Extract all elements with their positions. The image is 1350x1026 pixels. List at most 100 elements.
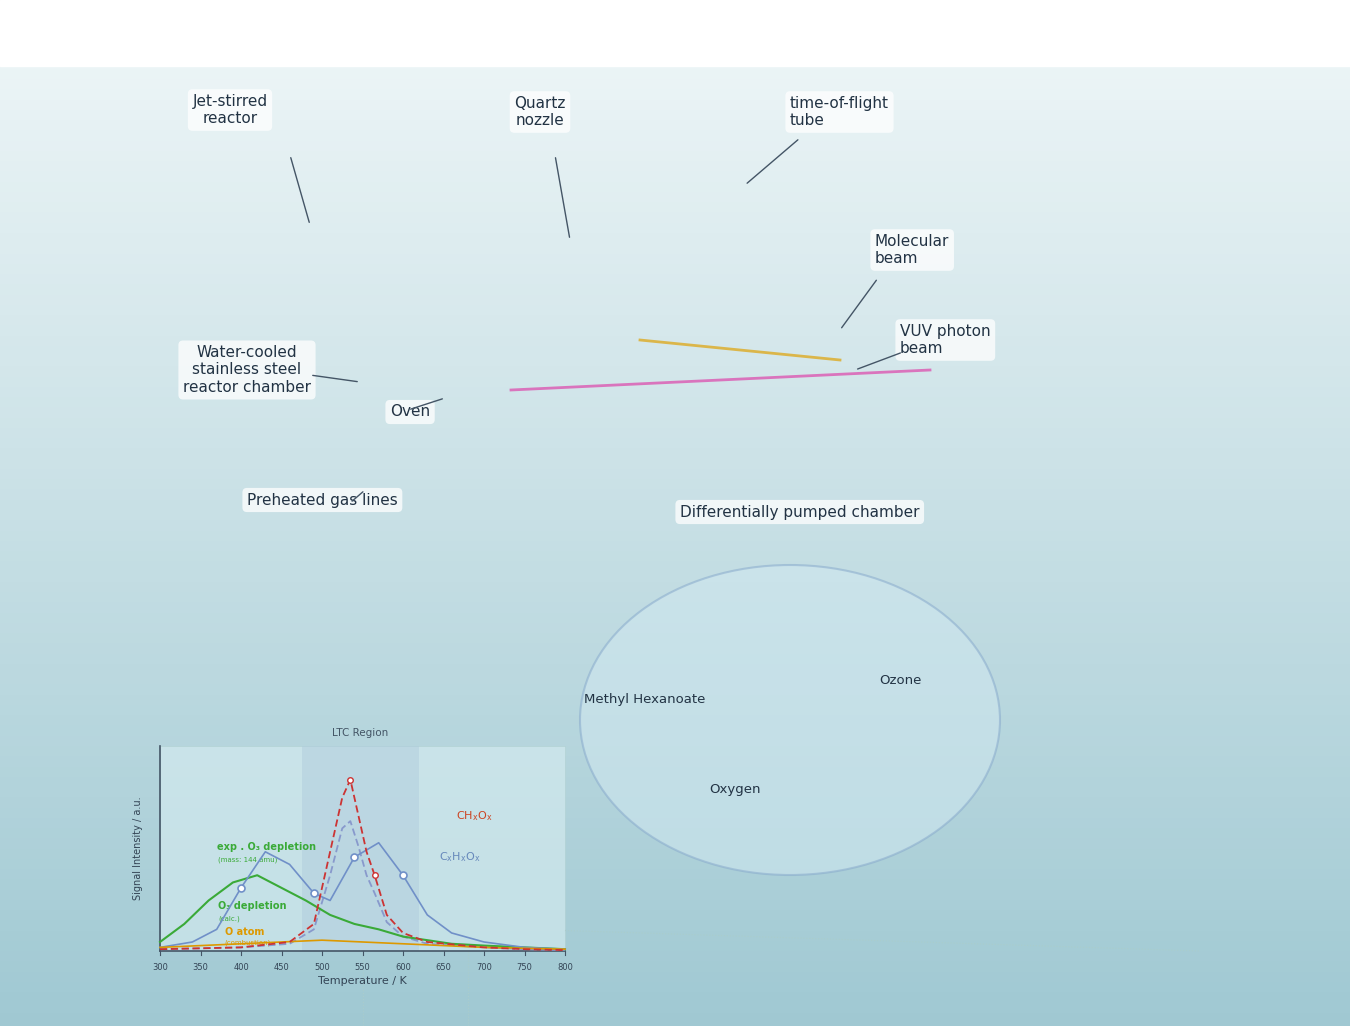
Bar (0, 367, 1350, 380)
Bar (0, 347, 1350, 359)
Bar (161, 746, 566, 951)
Bar (0, 193, 1350, 205)
Text: 650: 650 (436, 963, 451, 972)
Bar (0, 716, 1350, 728)
Bar (0, 90, 1350, 103)
Bar (0, 254, 1350, 267)
Bar (0, 439, 1350, 451)
Bar (0, 60, 1350, 72)
Bar (0, 696, 1350, 708)
Text: 350: 350 (193, 963, 208, 972)
Bar (0, 449, 1350, 462)
Text: 400: 400 (234, 963, 248, 972)
Bar (0, 1003, 1350, 1016)
Bar (0, 152, 1350, 164)
Bar (0, 460, 1350, 472)
Bar (0, 870, 1350, 882)
Text: (calc.): (calc.) (219, 915, 240, 922)
Bar (0, 829, 1350, 841)
Bar (0, 388, 1350, 400)
Bar (0, 419, 1350, 431)
Bar (0, 8, 1350, 21)
Text: 500: 500 (315, 963, 329, 972)
Bar (0, 265, 1350, 277)
Bar (0, 49, 1350, 62)
Bar (0, 183, 1350, 195)
Bar (0, 993, 1350, 1005)
Text: Preheated gas lines: Preheated gas lines (247, 492, 398, 508)
Bar (0, 18, 1350, 31)
Bar (0, 593, 1350, 605)
Text: 750: 750 (517, 963, 532, 972)
Bar (0, 285, 1350, 298)
Bar (0, 942, 1350, 954)
Text: $\mathregular{C_xH_xO_x}$: $\mathregular{C_xH_xO_x}$ (440, 851, 481, 864)
Bar (0, 429, 1350, 441)
Bar (0, 675, 1350, 687)
Bar (0, 295, 1350, 308)
Text: Differentially pumped chamber: Differentially pumped chamber (680, 505, 919, 519)
Text: Oven: Oven (390, 404, 431, 420)
Bar (0, 80, 1350, 92)
Bar (302, 746, 420, 951)
Bar (0, 747, 1350, 759)
Bar (0, 583, 1350, 595)
Bar (0, 378, 1350, 390)
Text: O atom: O atom (225, 928, 265, 938)
Bar (0, 234, 1350, 246)
Text: Temperature / K: Temperature / K (319, 976, 406, 986)
Text: $\mathregular{CH_xO_x}$: $\mathregular{CH_xO_x}$ (456, 808, 491, 823)
Bar (0, 952, 1350, 964)
Text: (mass: 144 amu): (mass: 144 amu) (219, 856, 278, 863)
Text: Jet-stirred
reactor: Jet-stirred reactor (193, 93, 267, 126)
Bar (0, 542, 1350, 554)
Bar (0, 203, 1350, 215)
Text: 450: 450 (274, 963, 289, 972)
Bar (0, 0, 1350, 10)
Bar (0, 162, 1350, 174)
Bar (0, 767, 1350, 780)
Bar (0, 573, 1350, 585)
Text: (combustion): (combustion) (225, 940, 271, 947)
Text: time-of-flight
tube: time-of-flight tube (790, 95, 890, 128)
Bar (0, 480, 1350, 492)
Bar (0, 726, 1350, 739)
Text: Ozone: Ozone (879, 673, 921, 686)
Bar (0, 860, 1350, 872)
Bar (0, 634, 1350, 646)
Bar (0, 39, 1350, 51)
Bar (0, 737, 1350, 749)
Text: 550: 550 (355, 963, 370, 972)
Bar (0, 531, 1350, 544)
Text: VUV photon
beam: VUV photon beam (900, 324, 991, 356)
Bar (0, 973, 1350, 985)
Bar (0, 778, 1350, 790)
Bar (0, 172, 1350, 185)
Bar (0, 275, 1350, 287)
Bar (0, 655, 1350, 667)
Bar (0, 70, 1350, 82)
Text: Water-cooled
stainless steel
reactor chamber: Water-cooled stainless steel reactor cha… (184, 345, 310, 395)
Bar (0, 552, 1350, 564)
Bar (0, 757, 1350, 770)
Text: Oxygen: Oxygen (709, 784, 761, 796)
Bar (0, 911, 1350, 923)
Bar (0, 142, 1350, 154)
Bar (0, 470, 1350, 482)
Bar (0, 501, 1350, 513)
Bar (0, 891, 1350, 903)
Bar (0, 306, 1350, 318)
Bar (0, 819, 1350, 831)
Text: exp . O₃ depletion: exp . O₃ depletion (217, 841, 316, 852)
Bar (0, 213, 1350, 226)
Bar (0, 0, 1350, 66)
Polygon shape (300, 245, 680, 450)
Text: Methyl Hexanoate: Methyl Hexanoate (585, 694, 706, 707)
Bar (0, 706, 1350, 718)
Bar (0, 29, 1350, 41)
Bar (0, 521, 1350, 534)
Bar (0, 624, 1350, 636)
Bar (0, 357, 1350, 369)
Bar (0, 901, 1350, 913)
Bar (0, 326, 1350, 339)
